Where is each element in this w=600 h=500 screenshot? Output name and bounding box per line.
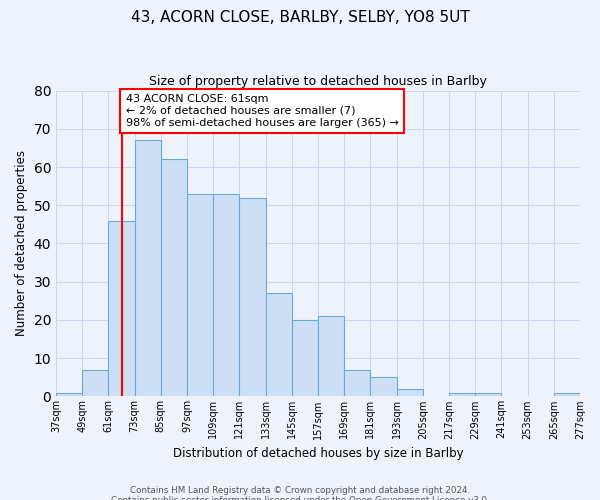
Bar xyxy=(370,378,397,396)
Bar xyxy=(397,388,423,396)
Bar xyxy=(449,392,475,396)
Bar xyxy=(56,392,82,396)
Bar xyxy=(344,370,370,396)
Bar xyxy=(292,320,318,396)
Y-axis label: Number of detached properties: Number of detached properties xyxy=(15,150,28,336)
Text: Contains HM Land Registry data © Crown copyright and database right 2024.: Contains HM Land Registry data © Crown c… xyxy=(130,486,470,495)
Bar xyxy=(82,370,109,396)
X-axis label: Distribution of detached houses by size in Barlby: Distribution of detached houses by size … xyxy=(173,447,463,460)
Text: 43, ACORN CLOSE, BARLBY, SELBY, YO8 5UT: 43, ACORN CLOSE, BARLBY, SELBY, YO8 5UT xyxy=(131,10,469,25)
Bar xyxy=(239,198,266,396)
Bar xyxy=(554,392,580,396)
Bar xyxy=(161,160,187,396)
Title: Size of property relative to detached houses in Barlby: Size of property relative to detached ho… xyxy=(149,75,487,88)
Bar xyxy=(318,316,344,396)
Bar xyxy=(187,194,213,396)
Bar xyxy=(213,194,239,396)
Bar xyxy=(475,392,502,396)
Bar xyxy=(134,140,161,396)
Text: Contains public sector information licensed under the Open Government Licence v3: Contains public sector information licen… xyxy=(110,496,490,500)
Bar xyxy=(266,293,292,397)
Bar xyxy=(109,220,134,396)
Text: 43 ACORN CLOSE: 61sqm
← 2% of detached houses are smaller (7)
98% of semi-detach: 43 ACORN CLOSE: 61sqm ← 2% of detached h… xyxy=(126,94,399,128)
